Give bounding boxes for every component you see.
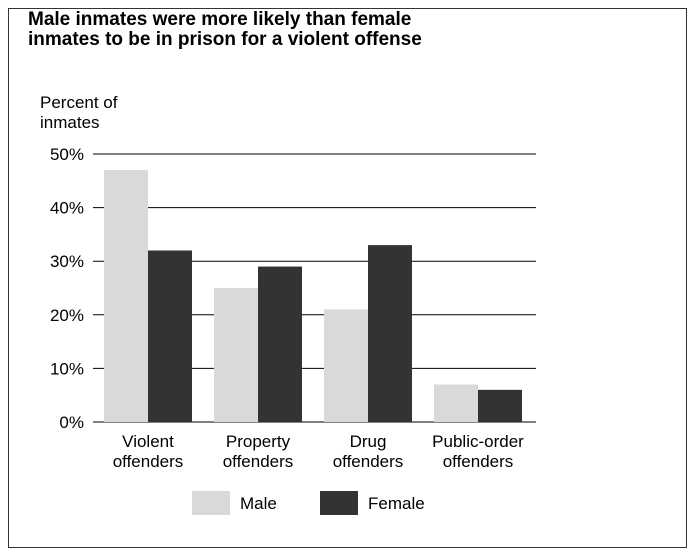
y-tick-label: 50% bbox=[50, 145, 84, 164]
y-axis-label-line-1: Percent of bbox=[40, 93, 118, 112]
chart-title-line-2: inmates to be in prison for a violent of… bbox=[28, 29, 422, 50]
y-tick-label: 30% bbox=[50, 252, 84, 271]
chart-title: Male inmates were more likely than femal… bbox=[28, 10, 668, 50]
legend-label-female: Female bbox=[368, 494, 425, 513]
y-tick-label: 0% bbox=[59, 413, 84, 432]
x-tick-label: Violent bbox=[122, 432, 174, 451]
legend: Male Female bbox=[192, 491, 425, 515]
legend-label-male: Male bbox=[240, 494, 277, 513]
bar-female-0 bbox=[148, 250, 192, 422]
y-tick-label: 20% bbox=[50, 306, 84, 325]
x-tick-label: Property bbox=[226, 432, 291, 451]
bar-female-2 bbox=[368, 245, 412, 422]
y-tick-labels: 0% 10% 20% 30% 40% 50% bbox=[50, 145, 84, 432]
legend-swatch-female bbox=[320, 491, 358, 515]
chart-title-line-1: Male inmates were more likely than femal… bbox=[28, 9, 412, 30]
y-axis-label-line-2: inmates bbox=[40, 113, 100, 132]
bar-male-1 bbox=[214, 288, 258, 422]
x-tick-label: offenders bbox=[443, 452, 514, 471]
bar-female-1 bbox=[258, 266, 302, 422]
x-tick-label: Drug bbox=[350, 432, 387, 451]
bar-female-3 bbox=[478, 389, 522, 422]
bars bbox=[104, 170, 522, 422]
x-tick-label: offenders bbox=[333, 452, 404, 471]
legend-swatch-male bbox=[192, 491, 230, 515]
bar-male-2 bbox=[324, 309, 368, 422]
x-tick-label: offenders bbox=[223, 452, 294, 471]
x-tick-label: offenders bbox=[113, 452, 184, 471]
bar-male-0 bbox=[104, 170, 148, 422]
x-tick-label: Public-order bbox=[432, 432, 524, 451]
x-tick-labels: ViolentoffendersPropertyoffendersDrugoff… bbox=[113, 432, 524, 471]
y-tick-label: 40% bbox=[50, 199, 84, 218]
y-tick-label: 10% bbox=[50, 359, 84, 378]
bar-male-3 bbox=[434, 384, 478, 422]
